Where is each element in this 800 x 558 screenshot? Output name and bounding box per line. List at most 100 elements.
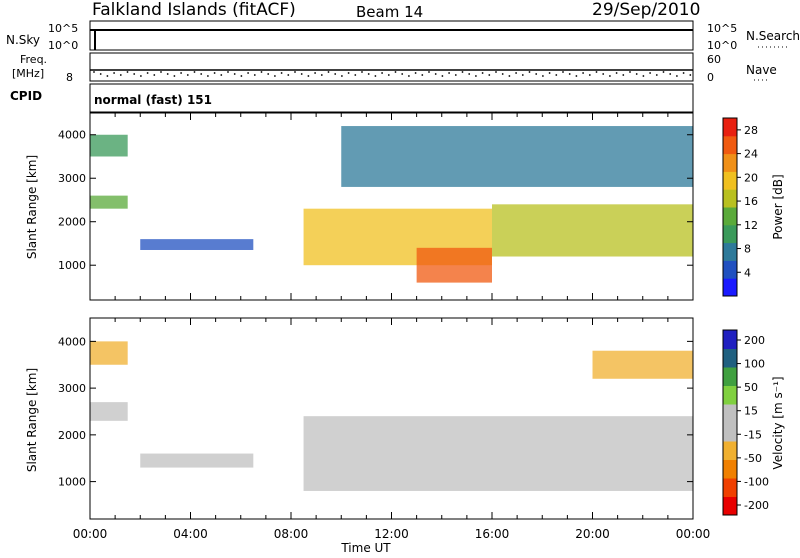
nave-dot xyxy=(220,74,223,76)
heatmap-region xyxy=(341,126,693,187)
nave-tick-bottom: 0 xyxy=(707,71,714,84)
nsky-label: N.Sky xyxy=(6,33,40,47)
nave-dot xyxy=(461,71,464,73)
nave-dot xyxy=(387,74,390,76)
nave-dot xyxy=(327,71,330,73)
nave-dot xyxy=(615,72,618,74)
nave-dot xyxy=(93,71,95,73)
nave-dot xyxy=(99,73,102,75)
velocity-x-minor-ticks xyxy=(89,318,694,519)
power-panel: 1000 2000 3000 4000 Slant Range [km] xyxy=(25,112,694,301)
nave-dot xyxy=(434,73,437,75)
colorbar-tick-label: 15 xyxy=(744,405,758,418)
nave-dot xyxy=(207,75,209,77)
nave-dot xyxy=(408,75,410,77)
cpid-label: CPID xyxy=(10,89,42,103)
nave-dot xyxy=(521,74,524,76)
nave-dot xyxy=(300,73,303,75)
nave-dot xyxy=(515,72,517,74)
power-colorbar-label: Power [dB] xyxy=(771,174,785,239)
nave-dot xyxy=(119,74,122,76)
colorbar-tick-label: -15 xyxy=(744,428,762,441)
time-axis-label: Time UT xyxy=(340,541,391,554)
nave-dot xyxy=(454,74,457,76)
nave-dot xyxy=(609,75,611,77)
x-tick-label: 12:00 xyxy=(374,527,409,541)
y-tick-label: 2000 xyxy=(58,429,86,442)
colorbar-swatch xyxy=(723,242,737,261)
y-tick-label: 2000 xyxy=(58,216,86,229)
colorbar-swatch xyxy=(723,422,737,442)
nave-dot xyxy=(213,72,216,74)
colorbar-tick-label: 100 xyxy=(744,358,765,371)
nave-dot xyxy=(501,73,504,75)
heatmap-region xyxy=(416,247,492,283)
nave-dot xyxy=(582,72,584,74)
nave-dot xyxy=(448,72,450,74)
nave-dot xyxy=(548,72,551,74)
x-tick-label: 00:00 xyxy=(73,527,108,541)
station-title: Falkland Islands (fitACF) xyxy=(92,0,296,20)
nave-dot xyxy=(153,74,156,76)
colorbar-tick-label: -200 xyxy=(744,499,769,512)
colorbar-swatch xyxy=(723,367,737,386)
colorbar-swatch xyxy=(723,404,737,423)
colorbar-swatch xyxy=(723,478,737,497)
nave-dot xyxy=(160,71,162,73)
power-colorbar-ticks: 4 8 12 16 20 24 28 xyxy=(737,124,758,279)
beam-label: Beam 14 xyxy=(356,3,423,21)
nave-dot xyxy=(689,74,692,76)
power-heatmap xyxy=(90,126,693,283)
nave-dot xyxy=(562,71,564,73)
colorbar-swatch xyxy=(723,278,737,297)
nave-dot xyxy=(253,74,256,76)
velocity-colorbar-swatches xyxy=(723,330,737,516)
y-tick-label: 3000 xyxy=(58,172,86,185)
time-axis-ticks: 00:00 04:00 08:00 12:00 16:00 20:00 00:00 xyxy=(73,527,711,541)
nave-dot xyxy=(475,75,477,77)
heatmap-region xyxy=(492,204,693,257)
y-tick-label: 1000 xyxy=(58,476,86,489)
nave-dot xyxy=(113,72,115,74)
colorbar-tick-label: 20 xyxy=(744,171,758,184)
y-tick-label: 4000 xyxy=(58,335,86,348)
nave-dot xyxy=(441,75,444,77)
colorbar-tick-label: 4 xyxy=(744,266,751,279)
nave-dot xyxy=(555,74,558,76)
colorbar-tick-label: -100 xyxy=(744,475,769,488)
nave-dot xyxy=(274,75,276,77)
nave-dot xyxy=(588,74,591,76)
nsky-tick-bottom: 10^0 xyxy=(48,39,78,52)
heatmap-region xyxy=(90,134,128,157)
nave-dot xyxy=(307,75,310,77)
nave-dot xyxy=(186,74,189,76)
freq-tick: 8 xyxy=(66,71,73,84)
colorbar-tick-label: 28 xyxy=(744,124,758,137)
nave-dot xyxy=(468,73,471,75)
nave-dot xyxy=(595,71,598,73)
nave-dot xyxy=(146,72,149,74)
colorbar-tick-label: 12 xyxy=(744,219,758,232)
freq-label-line1: Freq. xyxy=(20,53,47,66)
nave-dot xyxy=(575,75,578,77)
nave-dot xyxy=(381,72,383,74)
heatmap-region xyxy=(303,416,693,491)
x-tick-label: 16:00 xyxy=(475,527,510,541)
colorbar-swatch xyxy=(723,459,737,479)
nave-tick-top: 60 xyxy=(707,53,721,66)
nave-dot xyxy=(280,72,283,74)
nave-dot xyxy=(622,74,625,76)
power-colorbar: 4 8 12 16 20 24 28 Power [dB] xyxy=(722,117,785,297)
power-x-minor-ticks xyxy=(89,113,694,300)
colorbar-swatch xyxy=(723,224,737,244)
x-tick-label: 00:00 xyxy=(676,527,711,541)
nave-dot xyxy=(140,75,142,77)
nave-dot xyxy=(488,74,491,76)
colorbar-swatch xyxy=(723,171,737,190)
power-y-ticks: 1000 2000 3000 4000 xyxy=(58,129,693,272)
power-ylabel: Slant Range [km] xyxy=(25,155,39,259)
nave-dot xyxy=(394,71,397,73)
freq-panel: Freq. [MHz] 8 60 0 Nave xyxy=(12,52,777,84)
nave-dot xyxy=(314,72,316,74)
colorbar-tick-label: 8 xyxy=(744,243,751,256)
